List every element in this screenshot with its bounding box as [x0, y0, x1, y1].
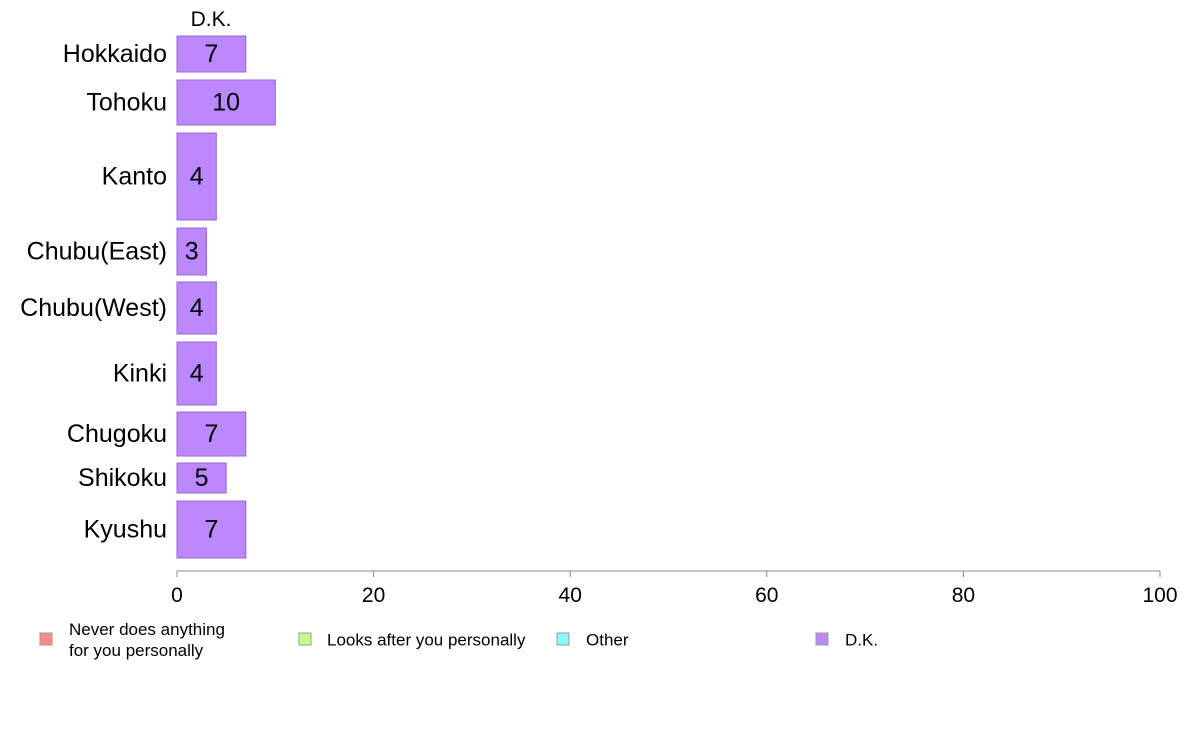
- value-label: 4: [190, 360, 204, 388]
- bar: [176, 411, 247, 457]
- legend-swatch: [556, 632, 570, 646]
- x-tick-label: 20: [362, 584, 385, 607]
- category-label: Shikoku: [78, 464, 167, 492]
- x-tick-label: 80: [952, 584, 975, 607]
- legend-label: Never does anything: [69, 620, 225, 639]
- bar: [176, 132, 217, 221]
- bar: [176, 35, 247, 73]
- x-tick-label: 100: [1142, 584, 1177, 607]
- legend-swatch: [298, 632, 312, 646]
- bar: [176, 79, 276, 126]
- category-label: Hokkaido: [63, 40, 167, 68]
- legend-swatch: [815, 632, 829, 646]
- bar: [176, 500, 247, 559]
- value-label: 4: [190, 163, 204, 191]
- value-label: 7: [204, 516, 218, 544]
- legend-label: D.K.: [845, 631, 878, 650]
- bar: [176, 281, 217, 335]
- category-label: Chubu(West): [20, 294, 167, 322]
- x-axis: 0 20 40 60 80 100: [171, 570, 1178, 607]
- value-label: 10: [212, 89, 240, 117]
- bar: [176, 462, 227, 494]
- category-label: Kyushu: [84, 516, 167, 544]
- legend-label: Other: [586, 631, 629, 650]
- value-label: 5: [195, 464, 209, 492]
- value-label: 7: [204, 40, 218, 68]
- value-label: 3: [185, 238, 199, 266]
- legend-label: for you personally: [69, 641, 204, 660]
- value-label: 4: [190, 294, 204, 322]
- category-label: Chugoku: [67, 420, 167, 448]
- x-tick-label: 40: [559, 584, 582, 607]
- legend: Never does anything for you personally Loo…: [39, 620, 878, 660]
- bar: [176, 227, 207, 276]
- category-label: Kinki: [113, 360, 167, 388]
- value-label: 7: [204, 420, 218, 448]
- legend-label: Looks after you personally: [327, 631, 526, 650]
- category-label: Chubu(East): [27, 238, 167, 266]
- bar: [176, 341, 217, 406]
- category-label: Tohoku: [86, 89, 167, 117]
- x-tick-label: 0: [171, 584, 183, 607]
- column-header: D.K.: [191, 8, 232, 31]
- x-tick-label: 60: [755, 584, 778, 607]
- legend-swatch: [39, 632, 53, 646]
- bars-group: Hokkaido 7 Tohoku 10 Kanto 4 Chubu(East) 3 Chubu…: [20, 35, 276, 559]
- category-label: Kanto: [102, 163, 167, 191]
